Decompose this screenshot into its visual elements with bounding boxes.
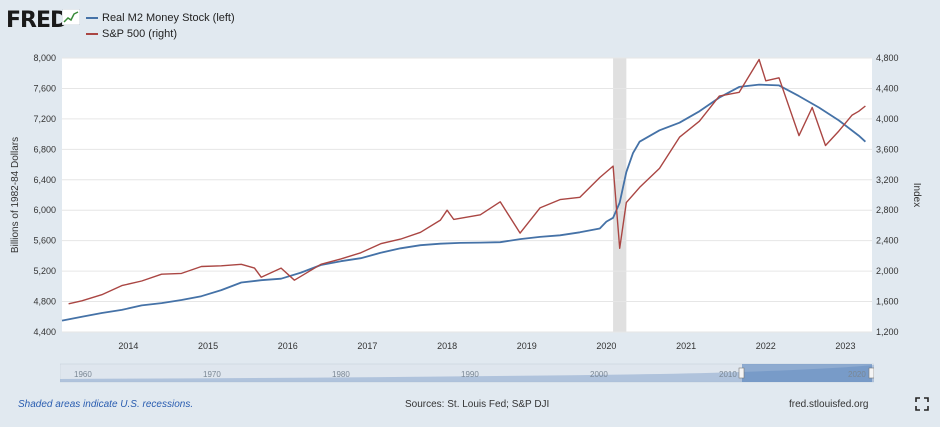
plot-background	[62, 58, 872, 332]
y-tick-label: 4,400	[33, 327, 56, 337]
legend-label-m2: Real M2 Money Stock (left)	[102, 12, 235, 24]
y2-tick-label: 2,000	[876, 266, 899, 276]
y-tick-label: 4,800	[33, 297, 56, 307]
y2-tick-label: 1,200	[876, 327, 899, 337]
fullscreen-icon[interactable]	[915, 397, 929, 411]
x-tick-label: 2015	[198, 341, 218, 351]
series-line-m2[interactable]	[61, 83, 867, 322]
series-line-sp500[interactable]	[68, 58, 866, 305]
y-tick-label: 8,000	[33, 53, 56, 63]
x-tick-label: 2020	[596, 341, 616, 351]
navigator-year-label: 2000	[590, 370, 608, 379]
y2-tick-label: 2,800	[876, 205, 899, 215]
navigator-year-label: 1970	[203, 370, 221, 379]
y2-tick-label: 2,400	[876, 236, 899, 246]
x-tick-label: 2019	[517, 341, 537, 351]
y2-tick-label: 4,800	[876, 53, 899, 63]
y2-tick-label: 3,200	[876, 175, 899, 185]
legend-label-sp500: S&P 500 (right)	[102, 28, 178, 40]
y2-axis-label: Index	[911, 183, 922, 207]
y-tick-label: 6,800	[33, 144, 56, 154]
x-tick-label: 2016	[278, 341, 298, 351]
y-tick-label: 6,000	[33, 205, 56, 215]
y2-tick-label: 1,600	[876, 297, 899, 307]
navigator-year-label: 2020	[848, 370, 866, 379]
range-navigator[interactable]: 1960 1970 1980 1990 2000 2010 2020	[59, 362, 875, 384]
y-tick-label: 6,400	[33, 175, 56, 185]
y2-tick-label: 3,600	[876, 144, 899, 154]
recession-band	[613, 58, 627, 332]
navigator-handle-left[interactable]	[738, 367, 745, 379]
chart-svg[interactable]: 4,400 4,800 5,200 5,600 6,000 6,400 6,800 7,200…	[0, 48, 940, 357]
navigator-year-label: 1980	[332, 370, 350, 379]
legend-item-m2[interactable]: Real M2 Money Stock (left)	[86, 11, 235, 25]
legend-swatch-sp500	[86, 33, 98, 35]
y-tick-label: 5,200	[33, 266, 56, 276]
navigator-year-label: 2010	[719, 370, 737, 379]
y-tick-label: 5,600	[33, 236, 56, 246]
chart-area: 4,400 4,800 5,200 5,600 6,000 6,400 6,800 7,200…	[0, 48, 940, 357]
x-tick-label: 2023	[835, 341, 855, 351]
y-tick-label: 7,600	[33, 83, 56, 93]
y2-tick-label: 4,400	[876, 83, 899, 93]
y-axis-label: Billions of 1982-84 Dollars	[10, 137, 21, 253]
x-tick-label: 2014	[118, 341, 138, 351]
legend-item-sp500[interactable]: S&P 500 (right)	[86, 27, 177, 41]
x-tick-label: 2018	[437, 341, 457, 351]
legend-swatch-m2	[86, 17, 98, 19]
navigator-year-label: 1990	[461, 370, 479, 379]
sources-text: Sources: St. Louis Fed; S&P DJI	[405, 399, 550, 410]
fred-logo[interactable]: FRED	[6, 8, 68, 33]
x-tick-label: 2022	[756, 341, 776, 351]
navigator-selection[interactable]	[742, 364, 872, 382]
navigator-handle-right[interactable]	[868, 367, 875, 379]
fred-logo-chart-icon	[62, 9, 80, 25]
x-tick-label: 2017	[357, 341, 377, 351]
y-tick-label: 7,200	[33, 114, 56, 124]
recession-note: Shaded areas indicate U.S. recessions.	[18, 399, 194, 410]
chart-header: FRED Real M2 Money Stock (left) S&P 500 …	[0, 0, 940, 48]
y2-tick-label: 4,000	[876, 114, 899, 124]
navigator-area	[60, 365, 874, 382]
site-link[interactable]: fred.stlouisfed.org	[789, 399, 869, 410]
x-tick-label: 2021	[676, 341, 696, 351]
navigator-svg[interactable]: 1960 1970 1980 1990 2000 2010 2020	[59, 362, 875, 384]
navigator-year-label: 1960	[74, 370, 92, 379]
chart-footer: Shaded areas indicate U.S. recessions. S…	[0, 395, 940, 415]
